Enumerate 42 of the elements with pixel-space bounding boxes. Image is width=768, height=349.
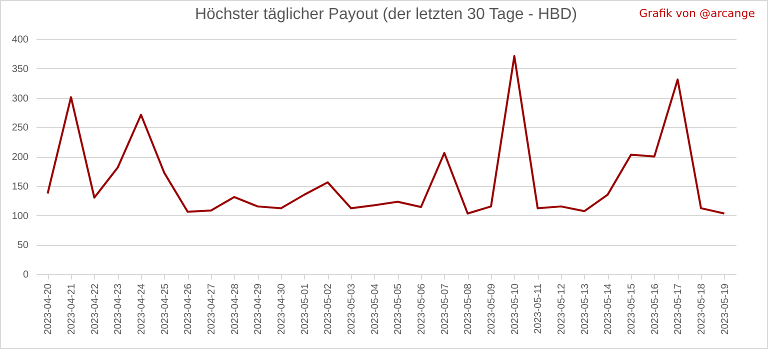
x-tick-label: 2023-05-13 [580,283,591,335]
x-tick-label: 2023-05-01 [300,283,311,335]
x-tick-label: 2023-04-22 [90,283,101,335]
x-tick-label: 2023-05-15 [626,283,638,335]
x-tick-label: 2023-04-29 [253,283,264,335]
y-tick-label: 150 [12,181,29,192]
y-tick-label: 350 [12,64,29,75]
y-tick-label: 200 [12,152,29,163]
x-tick-label: 2023-04-30 [276,283,288,335]
x-tick-label: 2023-05-09 [486,283,498,335]
y-tick-label: 400 [12,34,29,46]
x-tick-label: 2023-05-17 [673,283,684,335]
chart-title: Höchster täglicher Payout (der letzten 30 Tage - HBD) [194,6,578,23]
y-tick-label: 100 [12,210,29,222]
line-series [46,55,726,214]
x-tick-label: 2023-05-04 [370,283,381,335]
x-tick-label: 2023-04-24 [136,283,148,335]
x-tick-label: 2023-05-14 [603,283,614,335]
x-tick-label: 2023-05-05 [393,283,404,335]
x-tick-label: 2023-05-07 [440,283,451,335]
x-tick-label: 2023-05-16 [650,283,661,335]
x-tick-label: 2023-04-26 [183,283,194,335]
x-tick-label: 2023-04-28 [230,283,241,335]
y-tick-label: 300 [12,93,29,104]
x-tick-label: 2023-05-11 [533,283,544,334]
y-tick-label: 50 [17,240,29,252]
x-tick-label: 2023-05-19 [720,283,731,335]
y-tick-label: 250 [12,122,29,134]
x-tick-label: 2023-05-03 [346,283,358,335]
x-tick-label: 2023-05-18 [696,283,708,335]
text: Grafik von @arcange [639,7,755,20]
x-tick-label: 2023-05-08 [463,283,474,335]
x-tick-label: 2023-04-25 [160,283,171,335]
x-tick-label: 2023-05-06 [416,283,428,335]
x-tick-label: 2023-04-21 [66,283,78,335]
x-tick-label: 2023-05-02 [323,283,334,335]
x-tick-label: 2023-04-23 [113,283,124,335]
x-tick-label: 2023-05-10 [510,283,521,335]
y-tick-label: 0 [22,270,29,280]
x-tick-label: 2023-05-12 [556,283,568,335]
x-tick-label: 2023-04-27 [206,283,218,335]
x-tick-label: 2023-04-20 [43,283,54,335]
